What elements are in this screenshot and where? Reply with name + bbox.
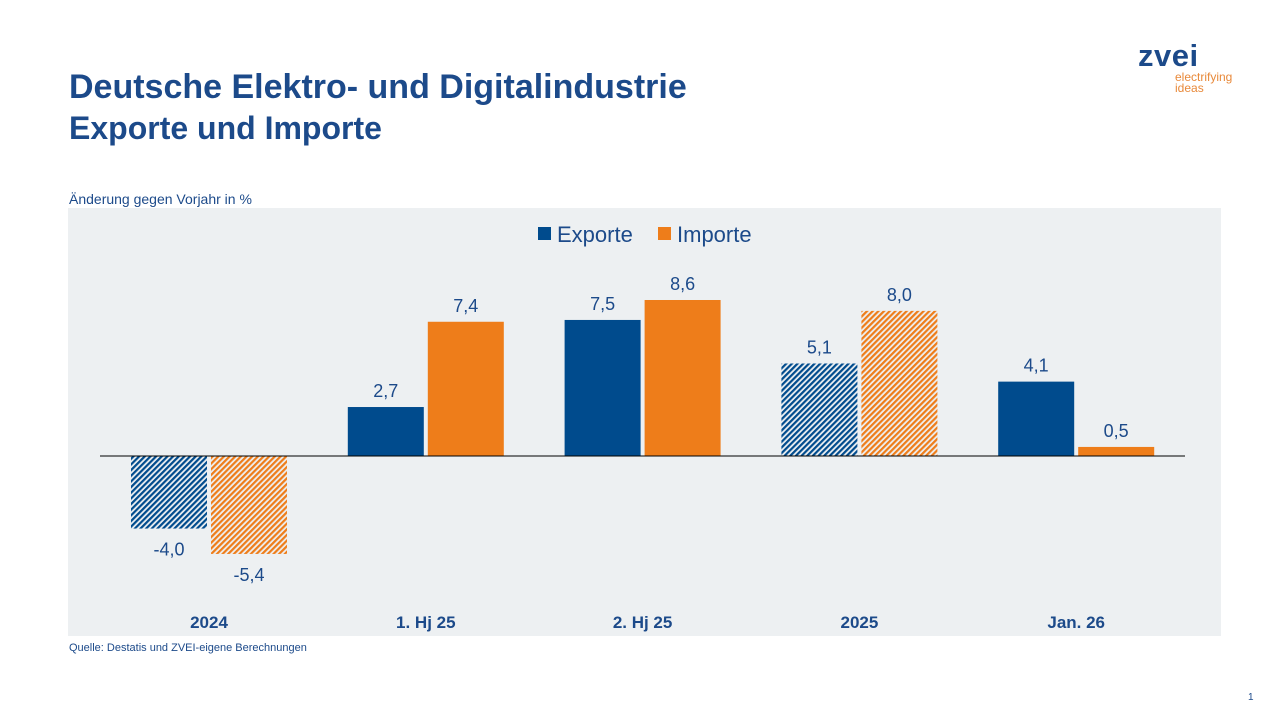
source-note: Quelle: Destatis und ZVEI-eigene Berechn… — [69, 642, 307, 654]
data-label: -5,4 — [233, 565, 264, 585]
category-label: 2025 — [840, 613, 878, 632]
data-label: 5,1 — [807, 337, 832, 357]
legend-swatch-importe — [658, 227, 671, 240]
category-label: Jan. 26 — [1047, 613, 1105, 632]
data-label: -4,0 — [153, 540, 184, 560]
bar-importe-1-hj-25 — [427, 321, 504, 456]
bar-exporte-2-hj-25 — [564, 319, 641, 456]
bar-importe-2025 — [861, 310, 938, 456]
legend-label-exporte: Exporte — [557, 222, 633, 247]
page-subtitle: Exporte und Importe — [69, 110, 382, 146]
category-label: 1. Hj 25 — [396, 613, 456, 632]
data-label: 4,1 — [1024, 356, 1049, 376]
logo-word: zvei — [1138, 38, 1199, 73]
category-label: 2. Hj 25 — [613, 613, 673, 632]
data-label: 7,4 — [453, 296, 478, 316]
legend-label-importe: Importe — [677, 222, 752, 247]
bar-importe-2024 — [211, 456, 287, 554]
data-label: 7,5 — [590, 294, 615, 314]
page-number: 1 — [1248, 692, 1254, 703]
bar-importe-2-hj-25 — [644, 299, 721, 456]
category-label: 2024 — [190, 613, 228, 632]
bar-exporte-jan-26 — [998, 381, 1075, 456]
bar-exporte-2025 — [781, 363, 858, 456]
data-label: 8,6 — [670, 274, 695, 294]
zvei-logo: zvei electrifying ideas — [1138, 38, 1255, 95]
data-label: 8,0 — [887, 285, 912, 305]
page-title: Deutsche Elektro- und Digitalindustrie — [69, 68, 687, 106]
y-axis-label: Änderung gegen Vorjahr in % — [69, 191, 252, 207]
data-label: 2,7 — [373, 381, 398, 401]
legend-swatch-exporte — [538, 227, 551, 240]
bar-importe-jan-26 — [1078, 446, 1155, 456]
data-label: 0,5 — [1104, 421, 1129, 441]
bar-exporte-1-hj-25 — [347, 407, 424, 456]
bar-exporte-2024 — [131, 456, 207, 529]
logo-tagline: electrifying ideas — [1175, 70, 1233, 95]
